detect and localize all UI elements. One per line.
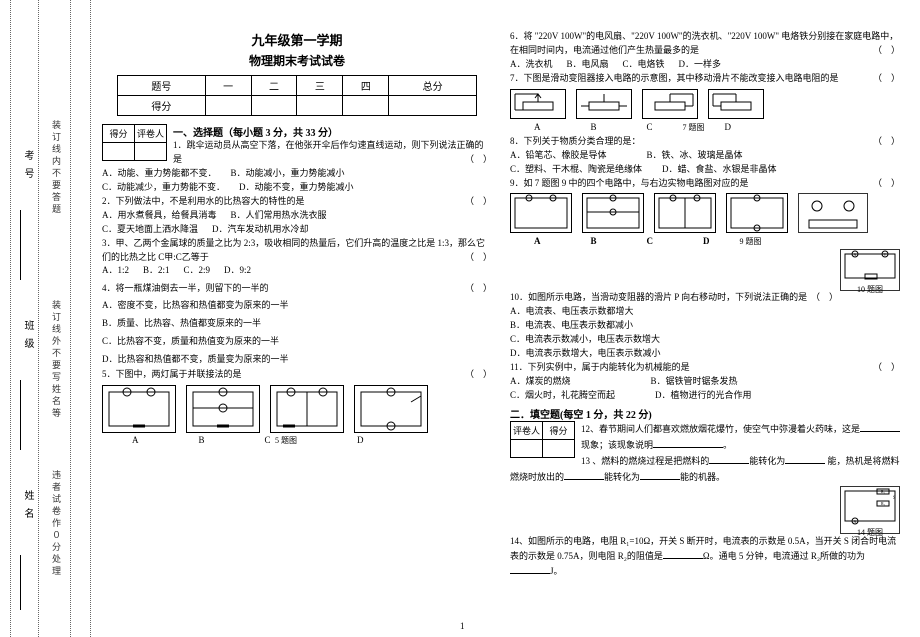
- svg-text:A: A: [854, 252, 857, 257]
- q11: 11．下列实例中，属于内能转化为机械能的是（ ）: [510, 361, 900, 375]
- binding-note-1: 装订线内不要答题: [50, 120, 63, 216]
- circuit-b: [186, 385, 260, 433]
- circuit-c: [270, 385, 344, 433]
- q1-options: A．动能、重力势能都不变．B．动能减小，重力势能减小 C．动能减少，重力势能不变…: [102, 167, 492, 195]
- q2: 2．下列做法中，不是利用水的比热容大的特性的是（ ）: [102, 195, 492, 209]
- circuit-a: [102, 385, 176, 433]
- section2-heading: 二．填空题(每空 1 分，共 22 分): [510, 406, 900, 421]
- binding-note-2: 装订线外不要写姓名等: [50, 300, 63, 420]
- q4-options: A．密度不变，比热容和热值都变为原来的一半 B．质量、比热容、热值都变原来的一半…: [102, 296, 492, 368]
- q5: 5．下图中，两灯属于并联接法的是（ ）: [102, 368, 492, 382]
- q10-diagram: AV 10 题图: [840, 249, 900, 291]
- label-banji: 班级: [20, 320, 35, 356]
- right-column: 6．将 "220V 100W"的电风扇、"220V 100W"的洗衣机、"220…: [510, 30, 900, 580]
- q6: 6．将 "220V 100W"的电风扇、"220V 100W"的洗衣机、"220…: [510, 30, 900, 58]
- q8: 8．下列关于物质分类合理的是：（ ）: [510, 135, 900, 149]
- left-column: 九年级第一学期 物理期末考试试卷 题号一二 三四总分 得分 得分评卷人 一、选择…: [102, 30, 492, 446]
- q5-labels: AB C 5 题图 D: [102, 435, 492, 446]
- q14: 14、如图所示的电路，电阻 R₁=10Ω，开关 S 断开时，电流表的示数是 0.…: [510, 534, 900, 580]
- q4: 4．将一瓶煤油倒去一半，则留下的一半的（ ）: [102, 282, 492, 296]
- q7-labels: ABC7 题图D: [510, 121, 900, 135]
- svg-text:R₁: R₁: [881, 489, 886, 494]
- circuit-d: [354, 385, 428, 433]
- q3: 3．甲、乙两个金属球的质量之比为 2:3，吸收相同的热量后，它们升高的温度之比是…: [102, 237, 492, 265]
- label-kaohao: 考号: [20, 150, 35, 186]
- rheostat-d: [708, 89, 764, 119]
- grade-title: 九年级第一学期: [102, 30, 492, 49]
- circ9-a: [510, 193, 572, 233]
- circ9-b: [582, 193, 644, 233]
- circ9-c: [654, 193, 716, 233]
- binding-note-3: 违者试卷作０分处理: [50, 470, 63, 578]
- svg-text:S: S: [893, 496, 896, 501]
- q6-options: A．洗衣机B．电风扇C．电烙铁D．一样多: [510, 58, 900, 72]
- score-table: 题号一二 三四总分 得分: [117, 75, 477, 116]
- photo9: [798, 193, 868, 233]
- q14-diagram: R₁R₂AS 14 题图: [840, 486, 900, 534]
- q11-options: A．煤炭的燃烧B．锯铁管时锯条发热 C．烟火时，礼花腾空而起D．植物进行的光合作…: [510, 375, 900, 403]
- rheostat-b: [576, 89, 632, 119]
- q9-labels: ABCD9 题图: [510, 235, 900, 249]
- q8-options: A．铅笔芯、橡胶是导体B．铁、冰、玻璃是晶体 C．塑料、干木棍、陶瓷是绝缘体D．…: [510, 149, 900, 177]
- q3-options: A．1:2B．2:1C．2:9D．9:2: [102, 264, 492, 278]
- q9: 9．如 7 题图 9 中的四个电路中，与右边实物电路图对应的是（ ）: [510, 177, 900, 191]
- q5-diagrams: [102, 385, 492, 433]
- page-number: 1: [460, 621, 465, 631]
- q7-diagrams: [510, 89, 900, 119]
- svg-text:V: V: [884, 252, 887, 257]
- q10-options: A．电流表、电压表示数都增大B．电流表、电压表示数都减小 C．电流表示数减小，电…: [510, 305, 900, 361]
- rheostat-a: [510, 89, 566, 119]
- svg-text:R₂: R₂: [881, 501, 886, 506]
- circ9-d: [726, 193, 788, 233]
- marker-table: 得分评卷人: [102, 124, 167, 161]
- exam-subtitle: 物理期末考试试卷: [102, 52, 492, 69]
- marker-table-2: 评卷人得分: [510, 421, 575, 458]
- rheostat-c: [642, 89, 698, 119]
- q9-diagrams: [510, 193, 900, 233]
- svg-text:A: A: [854, 519, 857, 524]
- q2-options: A．用水煮餐具，给餐具消毒B．人们常用热水洗衣服 C．夏天地面上洒水降温D．汽车…: [102, 209, 492, 237]
- label-xingming: 姓名: [20, 490, 35, 526]
- q7: 7．下图是滑动变阻器接入电路的示意图，其中移动滑片不能改变接入电路电阻的是（ ）: [510, 72, 900, 86]
